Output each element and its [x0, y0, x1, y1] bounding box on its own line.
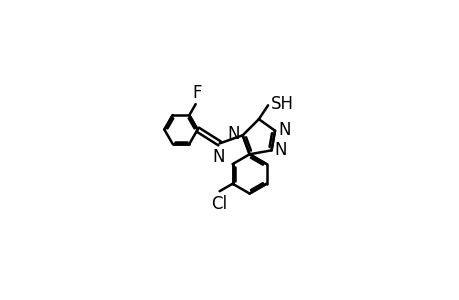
- Text: SH: SH: [270, 95, 293, 113]
- Text: F: F: [192, 84, 201, 102]
- Text: N: N: [274, 141, 286, 159]
- Text: N: N: [227, 125, 240, 143]
- Text: Cl: Cl: [211, 195, 227, 213]
- Text: N: N: [277, 121, 290, 139]
- Text: N: N: [212, 148, 224, 166]
